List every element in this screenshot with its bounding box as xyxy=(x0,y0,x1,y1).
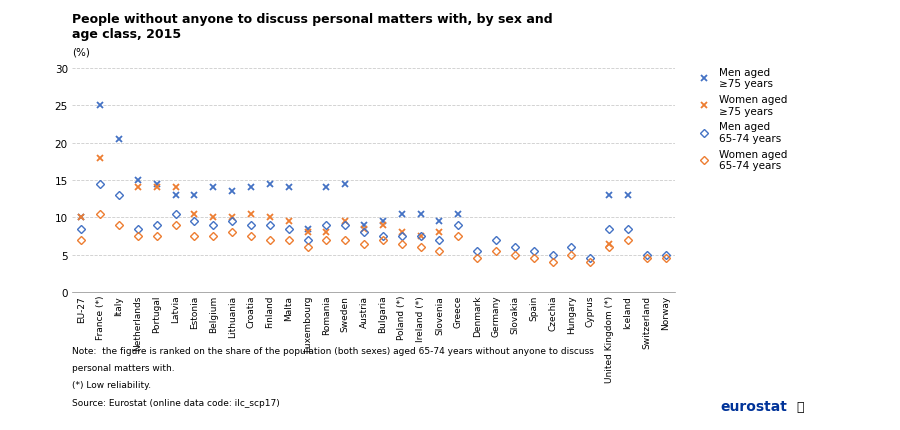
Text: (*) Low reliability.: (*) Low reliability. xyxy=(72,381,151,390)
Legend: Men aged
≥75 years, Women aged
≥75 years, Men aged
65-74 years, Women aged
65-74: Men aged ≥75 years, Women aged ≥75 years… xyxy=(694,68,788,171)
Text: 🔷: 🔷 xyxy=(796,400,804,413)
Text: Source: Eurostat (online data code: ilc_scp17): Source: Eurostat (online data code: ilc_… xyxy=(72,398,280,407)
Text: personal matters with.: personal matters with. xyxy=(72,363,175,372)
Text: Note:  the figure is ranked on the share of the population (both sexes) aged 65-: Note: the figure is ranked on the share … xyxy=(72,346,594,355)
Text: (%): (%) xyxy=(72,48,90,58)
Text: People without anyone to discuss personal matters with, by sex and
age class, 20: People without anyone to discuss persona… xyxy=(72,13,553,41)
Text: eurostat: eurostat xyxy=(720,399,787,413)
